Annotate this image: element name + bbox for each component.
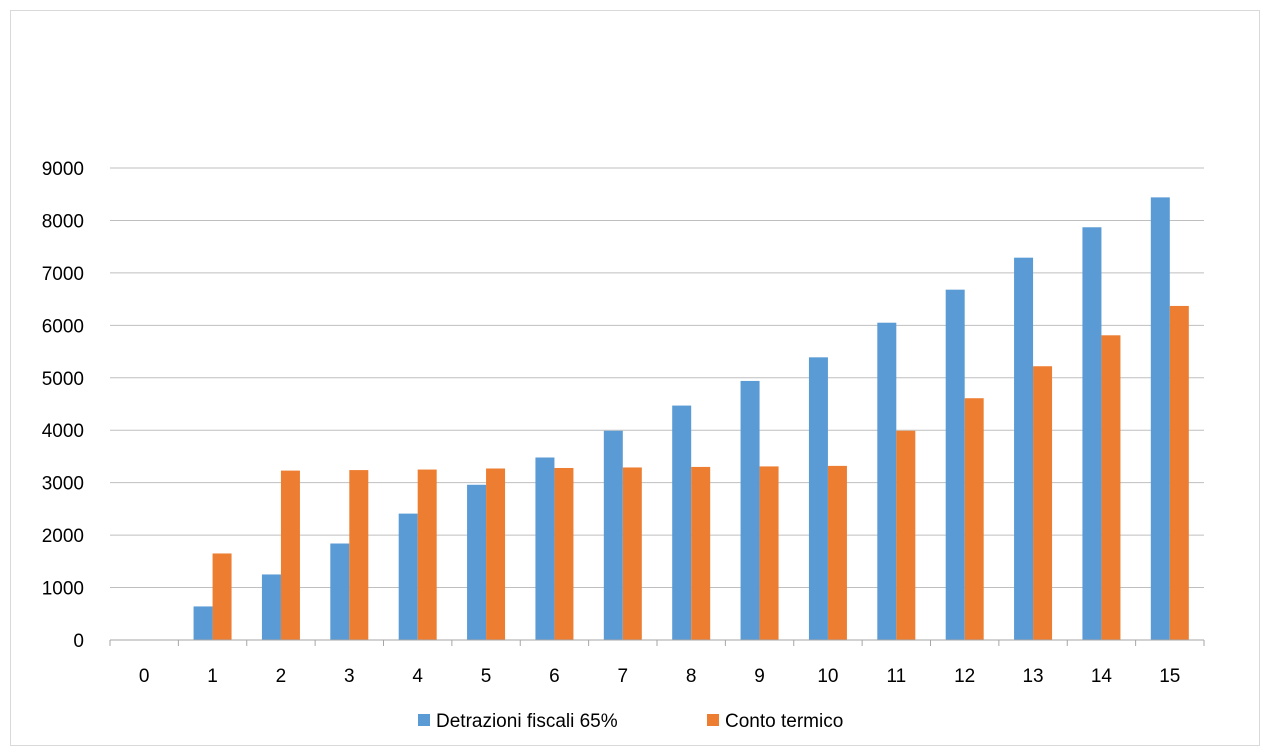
bar-detrazioni-14 [1082, 227, 1102, 641]
x-tick-label: 10 [817, 666, 838, 687]
y-tick-label: 7000 [42, 264, 84, 285]
bar-detrazioni-5 [467, 484, 487, 640]
x-axis-tick-labels: 0 1 2 3 4 5 6 7 8 9 10 11 12 13 14 15 [139, 666, 1180, 687]
bar-conto-termico-13 [1033, 366, 1053, 640]
bar-detrazioni-9 [740, 380, 760, 640]
bar-conto-termico-9 [759, 466, 779, 640]
bar-conto-termico-3 [349, 470, 369, 640]
x-tick-label: 11 [886, 666, 906, 687]
y-tick-label: 5000 [42, 369, 84, 390]
legend-label-detrazioni: Detrazioni fiscali 65% [436, 711, 618, 732]
bar-detrazioni-6 [535, 457, 555, 640]
x-tick-label: 8 [686, 666, 697, 687]
x-tick-label: 14 [1091, 666, 1113, 687]
y-tick-label: 9000 [42, 159, 84, 180]
bar-conto-termico-15 [1169, 305, 1189, 640]
bar-detrazioni-2 [261, 574, 281, 640]
y-tick-label: 8000 [42, 211, 84, 232]
x-tick-label: 0 [139, 666, 150, 687]
x-tick-label: 7 [618, 666, 629, 687]
bar-conto-termico-14 [1101, 335, 1121, 640]
y-tick-label: 4000 [42, 421, 84, 442]
bar-detrazioni-4 [398, 513, 418, 640]
x-tick-label: 6 [549, 666, 560, 687]
x-tick-label: 2 [276, 666, 287, 687]
bar-detrazioni-8 [672, 405, 692, 640]
x-tick-label: 9 [754, 666, 765, 687]
bar-conto-termico-8 [691, 466, 711, 640]
bar-detrazioni-12 [945, 289, 965, 640]
x-tick-label: 13 [1022, 666, 1043, 687]
x-tick-label: 15 [1159, 666, 1180, 687]
bar-conto-termico-12 [964, 398, 984, 640]
bar-detrazioni-3 [330, 543, 350, 640]
y-axis-tick-labels: 0 1000 2000 3000 4000 5000 6000 7000 8000 9000 [42, 159, 84, 652]
bar-detrazioni-1 [193, 606, 213, 640]
bar-conto-termico-5 [486, 468, 506, 640]
bar-conto-termico-2 [280, 470, 300, 640]
bar-conto-termico-1 [212, 553, 232, 640]
legend-label-conto-termico: Conto termico [725, 711, 843, 732]
y-tick-label: 0 [73, 631, 84, 652]
bar-detrazioni-7 [603, 430, 623, 640]
bar-conto-termico-4 [417, 469, 437, 640]
y-tick-label: 6000 [42, 316, 84, 337]
bar-detrazioni-11 [877, 322, 897, 640]
bar-detrazioni-13 [1014, 257, 1034, 640]
bar-detrazioni-10 [808, 357, 828, 640]
legend-swatch-detrazioni [418, 714, 430, 726]
bar-conto-termico-7 [622, 467, 642, 640]
bar-conto-termico-10 [827, 465, 847, 640]
axes [109, 639, 1205, 646]
x-tick-label: 1 [207, 666, 218, 687]
x-tick-label: 4 [412, 666, 423, 687]
bar-conto-termico-6 [554, 467, 574, 640]
x-tick-label: 12 [954, 666, 975, 687]
y-tick-label: 3000 [42, 474, 84, 495]
legend-swatch-conto-termico [707, 714, 719, 726]
legend: Detrazioni fiscali 65% Conto termico [418, 711, 843, 732]
bar-conto-termico-11 [896, 430, 916, 640]
y-tick-label: 2000 [42, 526, 84, 547]
bar-detrazioni-15 [1150, 197, 1170, 640]
bars [193, 197, 1189, 641]
x-tick-label: 3 [344, 666, 355, 687]
y-tick-label: 1000 [42, 579, 84, 600]
x-tick-label: 5 [481, 666, 492, 687]
